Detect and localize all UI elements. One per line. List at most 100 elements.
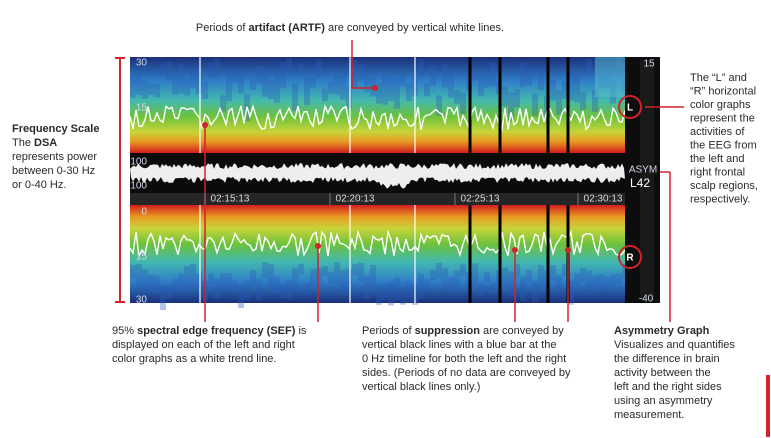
spectral-speckle [280,62,286,88]
spectral-speckle [610,274,616,286]
note-line: activities of [690,126,745,138]
spectral-speckle [292,83,298,111]
note-line: measurement. [614,409,684,421]
spectral-speckle [388,281,394,306]
spectral-speckle [298,63,304,75]
spectral-speckle [256,279,262,301]
spectral-speckle [508,92,514,122]
top-note: Periods of artifact (ARTF) are conveyed … [196,22,504,34]
note-part: The [12,137,34,149]
spectral-speckle [238,283,244,308]
spectral-speckle [520,276,526,302]
ashed-area [595,57,625,97]
spectral-speckle [154,83,160,98]
spectral-speckle [550,265,556,281]
scale-label: 15 [136,252,148,263]
spectral-speckle [460,264,466,277]
spectral-speckle [484,271,490,283]
spectral-speckle [538,265,544,286]
note-line: the EEG from [690,139,757,151]
spectral-speckle [508,271,514,296]
spectral-speckle [430,269,436,281]
note-line: Periods of suppression are conveyed by [362,325,564,337]
spectral-speckle [274,75,280,103]
note-line: activity between the [614,367,711,379]
spectral-speckle [178,273,184,287]
spectral-speckle [352,60,358,88]
spectral-speckle [604,276,610,290]
spectral-speckle [214,279,220,299]
note-part: suppression [415,325,481,337]
spectral-speckle [550,79,556,101]
note-line: Visualizes and quantifies [614,339,735,351]
spectral-speckle [382,75,388,105]
spectral-speckle [478,75,484,97]
spectral-speckle [262,262,268,278]
spectral-speckle [556,90,562,115]
spectral-speckle [514,264,520,278]
spectral-speckle [304,283,310,296]
spectral-speckle [184,78,190,96]
spectral-speckle [322,88,328,102]
spectral-speckle [394,277,400,301]
note-line: The DSA [12,137,57,149]
spectral-speckle [310,76,316,88]
spectral-speckle [358,262,364,282]
spectral-speckle [454,270,460,287]
spectral-speckle [532,281,538,303]
spectral-speckle [316,267,322,283]
note-line: using an asymmetry [614,395,713,407]
spectral-speckle [154,276,160,294]
spectral-speckle [142,80,148,99]
note-line: color graphs [690,99,751,111]
note-line: displayed on each of the left and right [112,339,295,351]
callout-dot [315,243,321,249]
spectral-speckle [448,276,454,293]
spectral-speckle [196,273,202,288]
spectral-speckle [334,76,340,95]
spectral-speckle [370,265,376,289]
spectral-speckle [478,284,484,297]
scale-label: 30 [136,295,148,306]
scale-label: 100 [130,157,147,168]
spectral-speckle [136,74,142,95]
spectral-speckle [538,68,544,90]
spectral-speckle [280,284,286,299]
spectral-speckle [400,286,406,305]
spectral-speckle [340,270,346,295]
spectral-speckle [352,264,358,276]
spectral-speckle [328,272,334,284]
note-line: “R” horizontal [690,85,756,97]
spectral-speckle [526,68,532,86]
spectral-speckle [616,273,622,284]
asym-scale-top: 15 [643,59,655,70]
spectral-speckle [574,273,580,285]
note-part: DSA [34,137,57,149]
spectral-speckle [418,59,424,77]
spectral-speckle [436,95,442,116]
marker-label: L [627,103,633,114]
spectral-speckle [346,85,352,109]
spectral-speckle [304,78,310,106]
spectral-speckle [358,64,364,81]
spectral-speckle [232,280,238,293]
spectral-speckle [268,80,274,100]
scale-label: 0 [141,207,147,218]
spectral-speckle [520,62,526,87]
edge-bar [766,375,770,437]
marker-circle [618,95,642,119]
note-line: right frontal [690,166,745,178]
spectral-speckle [502,267,508,288]
callout-dot [202,122,208,128]
spectral-speckle [430,65,436,86]
note-line: 0 Hz timeline for both the left and the … [362,353,566,365]
spectral-speckle [262,67,268,97]
spectral-speckle [130,76,136,98]
spectral-speckle [406,280,412,303]
spectral-speckle [346,268,352,285]
right-spectrogram [130,205,625,303]
note-part: Periods of [362,325,415,337]
scale-label: 100 [130,181,147,192]
spectral-speckle [226,74,232,102]
spectral-speckle [514,89,520,108]
